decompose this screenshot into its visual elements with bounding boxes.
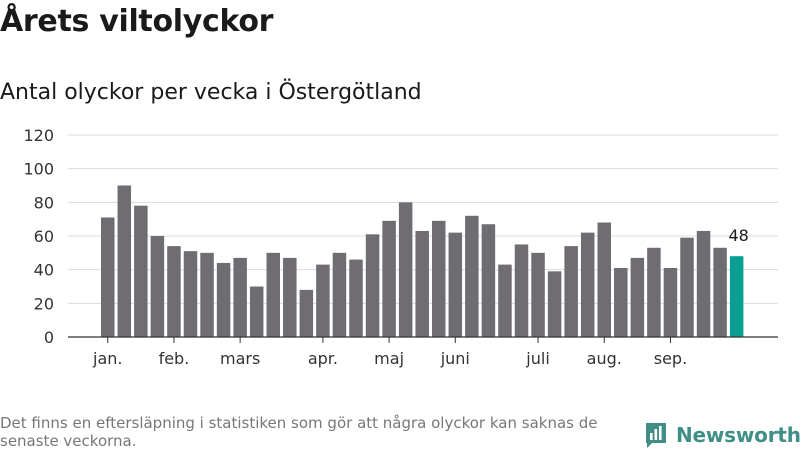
brand-logo: Newsworthy (644, 420, 800, 450)
y-tick-label: 80 (34, 193, 54, 212)
bar (183, 251, 198, 337)
bar (216, 262, 231, 337)
bar (647, 247, 661, 337)
y-tick-label: 100 (23, 160, 54, 179)
x-tick-label: sep. (654, 349, 687, 368)
bar (382, 220, 396, 337)
bar (283, 257, 297, 337)
bar (580, 232, 595, 337)
bar (316, 264, 330, 337)
x-tick-label: aug. (587, 349, 622, 368)
bar (448, 232, 463, 337)
bar (713, 247, 727, 337)
bars (68, 185, 778, 338)
y-tick-label: 40 (34, 261, 54, 280)
bar (663, 267, 678, 337)
bar (547, 271, 562, 337)
highlight-data-label: 48 (728, 226, 748, 245)
bar (729, 256, 744, 337)
bar (167, 246, 181, 337)
bar (465, 215, 479, 337)
y-axis-ticks: 0 20 40 60 80 100 120 (23, 126, 54, 347)
bar (349, 259, 363, 337)
x-tick-label: mars (220, 349, 260, 368)
bar (696, 230, 711, 337)
bar (415, 230, 429, 337)
bar (299, 289, 314, 337)
bar (564, 246, 578, 337)
bar (249, 286, 264, 337)
y-tick-label: 0 (44, 328, 54, 347)
footnote: Det finns en eftersläpning i statistiken… (0, 414, 598, 450)
bar (134, 205, 148, 337)
bar (597, 222, 611, 337)
bar (117, 185, 132, 337)
bar (266, 252, 280, 337)
bar (531, 252, 545, 337)
bar (398, 202, 413, 337)
bar-chart-icon (646, 423, 666, 448)
chart-title: Årets viltolyckor (0, 4, 274, 39)
bar (680, 237, 694, 337)
data-labels: 48 (728, 226, 748, 245)
x-tick-label: apr. (308, 349, 338, 368)
x-tick-label: juli (525, 349, 549, 368)
bar (481, 224, 496, 337)
bar (514, 244, 529, 337)
y-tick-label: 120 (23, 126, 54, 145)
bar (498, 264, 512, 337)
x-tick-label: maj (374, 349, 404, 368)
y-tick-label: 60 (34, 227, 54, 246)
bar (630, 257, 645, 337)
bar (332, 252, 347, 337)
x-tick-label: jan. (92, 349, 122, 368)
bar (365, 234, 380, 337)
y-tick-label: 20 (34, 294, 54, 313)
x-tick-label: feb. (159, 349, 190, 368)
bar (200, 252, 214, 337)
x-axis-ticks: jan. feb. mars apr. maj juni juli aug. sep. (92, 337, 687, 368)
bar (101, 217, 115, 337)
x-tick-label: juni (440, 349, 470, 368)
brand-name: Newsworthy (676, 423, 800, 447)
bar (614, 267, 628, 337)
bar (432, 220, 446, 337)
chart-subtitle: Antal olyckor per vecka i Östergötland (0, 80, 422, 105)
bar (150, 236, 165, 337)
bar (233, 257, 247, 337)
